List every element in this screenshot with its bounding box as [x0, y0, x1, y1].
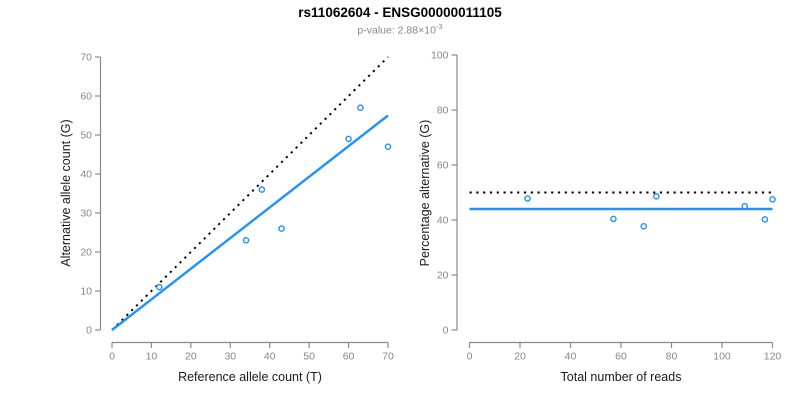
- x-tick-label: 100: [713, 351, 731, 363]
- y-tick-label: 20: [437, 270, 449, 282]
- data-point: [278, 225, 285, 232]
- y-tick-label: 100: [431, 50, 449, 62]
- y-tick-label: 0: [443, 325, 449, 337]
- data-point: [384, 143, 392, 150]
- y-tick-label: 80: [437, 105, 449, 117]
- x-tick-label: 80: [666, 351, 678, 363]
- y-tick-label: 70: [80, 52, 92, 64]
- x-tick-label: 20: [185, 351, 197, 363]
- data-point: [761, 216, 769, 223]
- data-point: [258, 186, 266, 193]
- pvalue-exponent: -3: [435, 22, 443, 31]
- x-tick-label: 60: [615, 351, 627, 363]
- x-tick-label: 30: [224, 351, 236, 363]
- right-xaxis-label: Total number of reads: [560, 370, 682, 384]
- data-point: [741, 202, 749, 210]
- y-tick-label: 40: [437, 215, 449, 227]
- x-tick-label: 10: [146, 351, 158, 363]
- x-tick-label: 120: [764, 351, 782, 363]
- y-tick-label: 30: [80, 208, 92, 220]
- data-point: [610, 215, 617, 223]
- y-tick-label: 50: [80, 130, 92, 142]
- y-tick-label: 60: [80, 91, 92, 103]
- data-point: [769, 196, 776, 203]
- x-tick-label: 50: [303, 351, 315, 363]
- y-tick-label: 0: [86, 325, 92, 337]
- x-tick-label: 60: [343, 351, 355, 363]
- data-point: [156, 283, 163, 291]
- data-point: [345, 135, 352, 143]
- data-point: [653, 193, 660, 200]
- left-xaxis-label: Reference allele count (T): [178, 370, 322, 384]
- x-tick-label: 0: [109, 351, 115, 363]
- y-tick-label: 20: [80, 247, 92, 259]
- figure-title: rs11062604 - ENSG00000011105: [298, 5, 502, 20]
- data-point: [242, 236, 250, 244]
- figure-subtitle: p-value: 2.88×10-3: [0, 22, 800, 37]
- fitted-allelic-ratio-line: [111, 114, 389, 331]
- pvalue-text: p-value: 2.88×10: [357, 24, 436, 37]
- x-tick-label: 20: [514, 351, 526, 363]
- y-tick-label: 60: [437, 160, 449, 172]
- y-tick-label: 10: [80, 286, 92, 298]
- data-point: [524, 195, 531, 202]
- x-tick-label: 0: [467, 351, 473, 363]
- data-point: [357, 104, 364, 111]
- x-tick-label: 40: [264, 351, 276, 363]
- right-yaxis-label: Percentage alternative (G): [418, 119, 432, 267]
- y-tick-label: 40: [80, 169, 92, 181]
- data-point: [640, 223, 648, 230]
- left-yaxis-label: Alternative allele count (G): [59, 119, 73, 267]
- x-tick-label: 70: [382, 351, 394, 363]
- x-tick-label: 40: [565, 351, 577, 363]
